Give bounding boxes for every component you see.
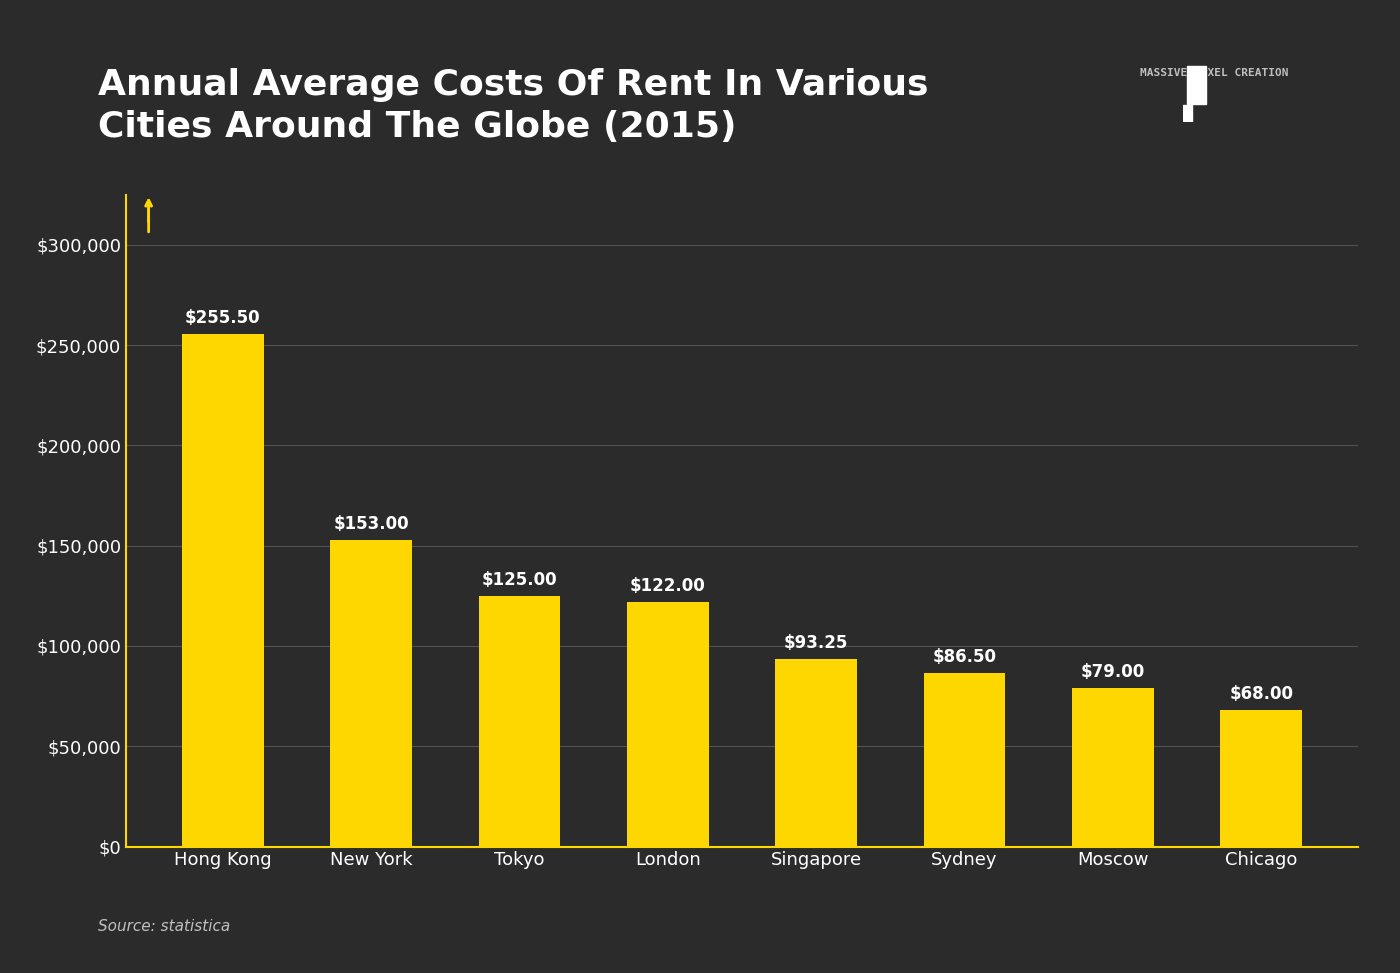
Text: $93.25: $93.25 — [784, 634, 848, 653]
Bar — [182, 334, 263, 847]
Bar — [1221, 710, 1302, 847]
Bar — [627, 601, 708, 847]
Text: $79.00: $79.00 — [1081, 663, 1145, 681]
Bar — [924, 673, 1005, 847]
Text: $86.50: $86.50 — [932, 648, 997, 666]
Text: $153.00: $153.00 — [333, 515, 409, 532]
Text: $125.00: $125.00 — [482, 571, 557, 589]
Text: Annual Average Costs Of Rent In Various
Cities Around The Globe (2015): Annual Average Costs Of Rent In Various … — [98, 68, 928, 144]
Bar — [330, 540, 412, 847]
Bar — [1072, 688, 1154, 847]
Text: Source: statistica: Source: statistica — [98, 919, 230, 934]
Bar — [1183, 105, 1191, 122]
Text: MASSIVE PIXEL CREATION: MASSIVE PIXEL CREATION — [1140, 68, 1288, 78]
Bar — [1187, 66, 1205, 104]
Text: $122.00: $122.00 — [630, 577, 706, 595]
Text: $68.00: $68.00 — [1229, 685, 1294, 703]
Bar — [776, 660, 857, 847]
Text: $255.50: $255.50 — [185, 309, 260, 327]
Bar — [479, 595, 560, 847]
